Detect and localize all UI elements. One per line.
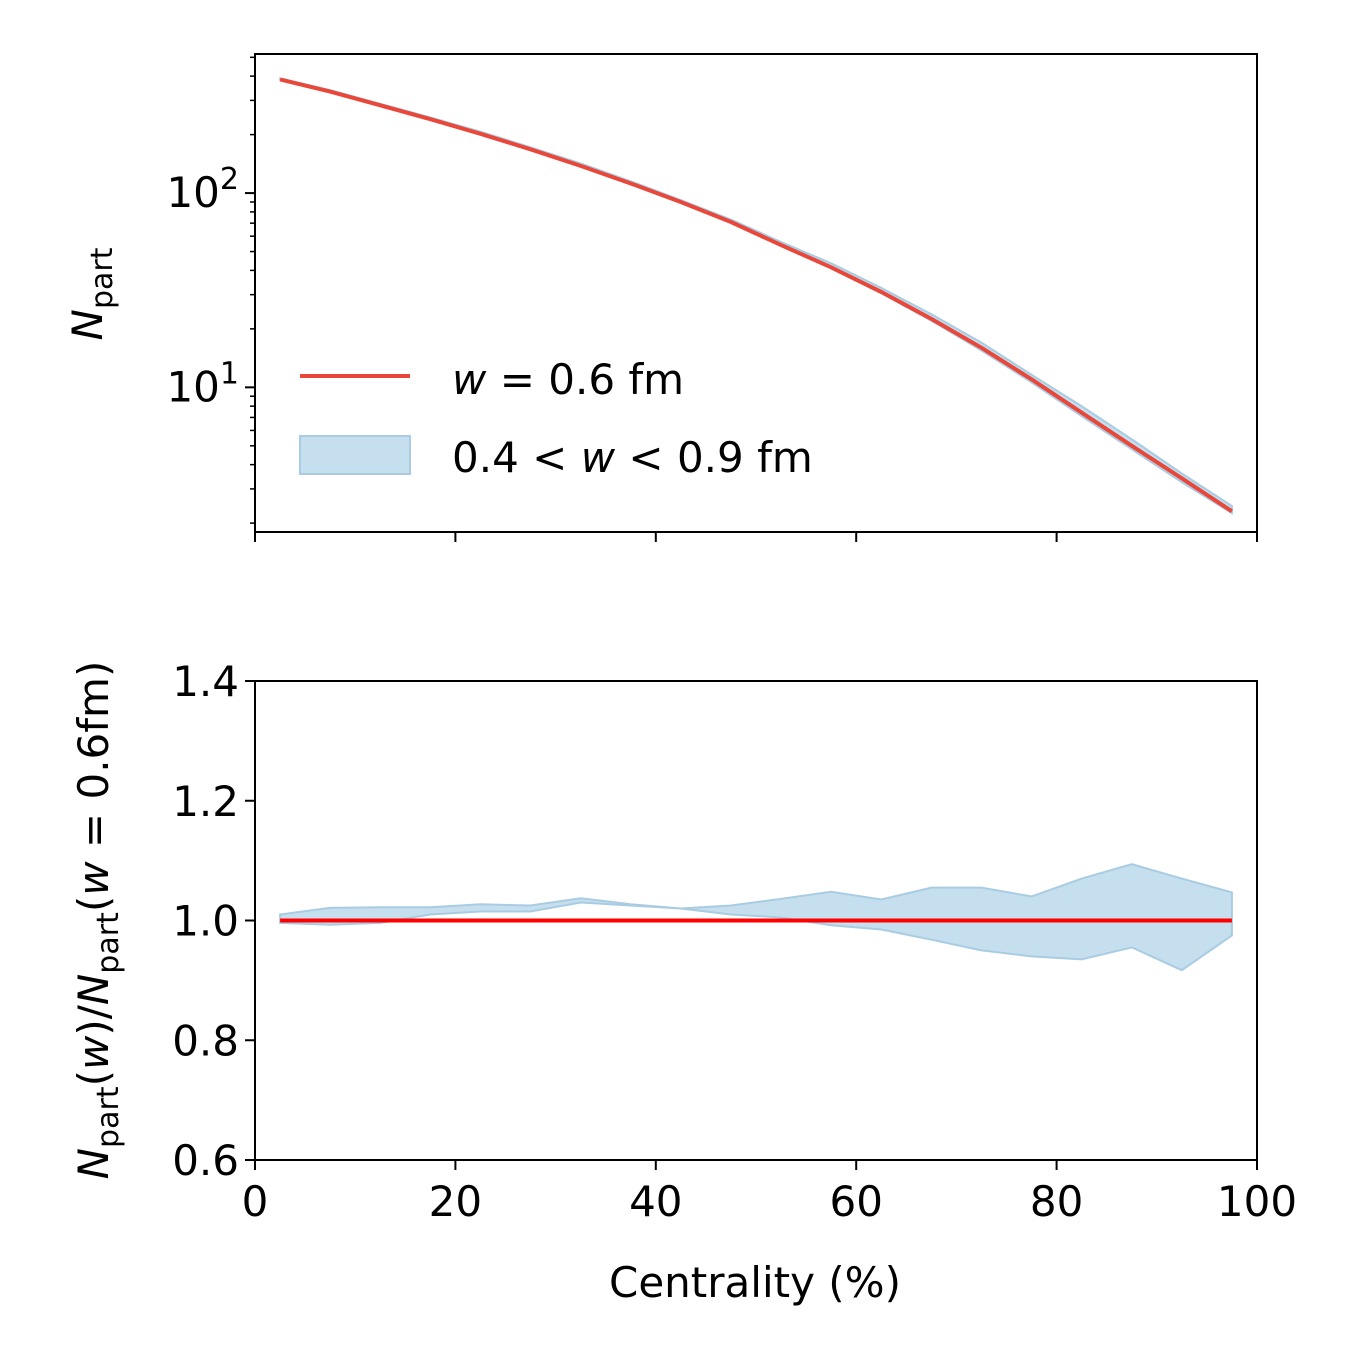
legend-band-swatch bbox=[299, 435, 411, 475]
bottom-y-axis-label: Npart(w)/Npart(w = 0.6fm) bbox=[69, 661, 126, 1180]
bottom-ylabel-part: w bbox=[69, 861, 118, 896]
top-x-ticks bbox=[254, 532, 1258, 542]
legend-band-italic: w bbox=[581, 433, 616, 482]
bottom-band-layer bbox=[279, 863, 1233, 972]
legend: w = 0.6 fm 0.4 < w < 0.9 fm bbox=[299, 355, 813, 482]
top-npart-line bbox=[279, 77, 1234, 513]
bottom-x-tick-label: 100 bbox=[1217, 1177, 1297, 1226]
bottom-ratio-band bbox=[279, 863, 1233, 972]
bottom-x-tick-label: 20 bbox=[429, 1177, 482, 1226]
bottom-ylabel-part: ( bbox=[69, 896, 118, 912]
bottom-y-ticks: 0.6 0.8 1.0 1.2 1.4 bbox=[172, 657, 255, 1185]
top-line-layer bbox=[279, 77, 1234, 513]
top-y-tick-exponent: 1 bbox=[220, 356, 239, 391]
bottom-x-tick-label: 40 bbox=[629, 1177, 682, 1226]
legend-label-line: w = 0.6 fm bbox=[452, 355, 684, 404]
top-axes-frame bbox=[254, 53, 1258, 533]
top-y-tick-label: 101 bbox=[166, 356, 239, 411]
bottom-ylabel-part: ( bbox=[69, 1070, 118, 1086]
bottom-y-tick-label: 1.2 bbox=[172, 777, 239, 826]
bottom-ylabel-part: N bbox=[69, 974, 118, 1005]
bottom-ylabel-part: part bbox=[91, 1086, 126, 1148]
bottom-y-tick-label: 0.8 bbox=[172, 1016, 239, 1065]
bottom-ylabel-part: part bbox=[91, 912, 126, 974]
bottom-y-tick-label: 1.0 bbox=[172, 897, 239, 946]
bottom-ylabel-part: w bbox=[69, 1035, 118, 1070]
bottom-ylabel-part: = 0.6fm) bbox=[69, 661, 118, 862]
bottom-x-axis-label: Centrality (%) bbox=[609, 1258, 901, 1307]
bottom-ylabel-part: )/ bbox=[69, 1004, 118, 1035]
bottom-y-tick-label: 1.4 bbox=[172, 657, 239, 706]
top-y-axis-label: Npart bbox=[63, 247, 120, 340]
bottom-y-tick-label: 0.6 bbox=[172, 1136, 239, 1185]
top-y-tick-base: 10 bbox=[166, 168, 219, 217]
top-y-tick-label: 102 bbox=[166, 162, 239, 217]
legend-line-rest: = 0.6 fm bbox=[486, 355, 684, 404]
legend-band-rest: < 0.9 fm bbox=[615, 433, 813, 482]
top-y-tick-exponent: 2 bbox=[220, 162, 239, 197]
top-y-tick-base: 10 bbox=[166, 362, 219, 411]
bottom-x-tick-label: 60 bbox=[829, 1177, 882, 1226]
bottom-ylabel-part: N bbox=[69, 1148, 118, 1179]
legend-line-italic: w bbox=[452, 355, 487, 404]
top-ylabel-sub: part bbox=[85, 247, 120, 309]
bottom-x-ticks: 0 20 40 60 80 100 bbox=[242, 1160, 1297, 1226]
legend-label-band: 0.4 < w < 0.9 fm bbox=[452, 433, 813, 482]
bottom-panel: 0.6 0.8 1.0 1.2 1.4 0 20 40 60 80 100 Centrality … bbox=[69, 657, 1297, 1307]
top-ylabel-main: N bbox=[63, 309, 112, 340]
bottom-x-tick-label: 80 bbox=[1030, 1177, 1083, 1226]
bottom-x-tick-label: 0 bbox=[242, 1177, 269, 1226]
legend-band-pre: 0.4 < bbox=[452, 433, 581, 482]
